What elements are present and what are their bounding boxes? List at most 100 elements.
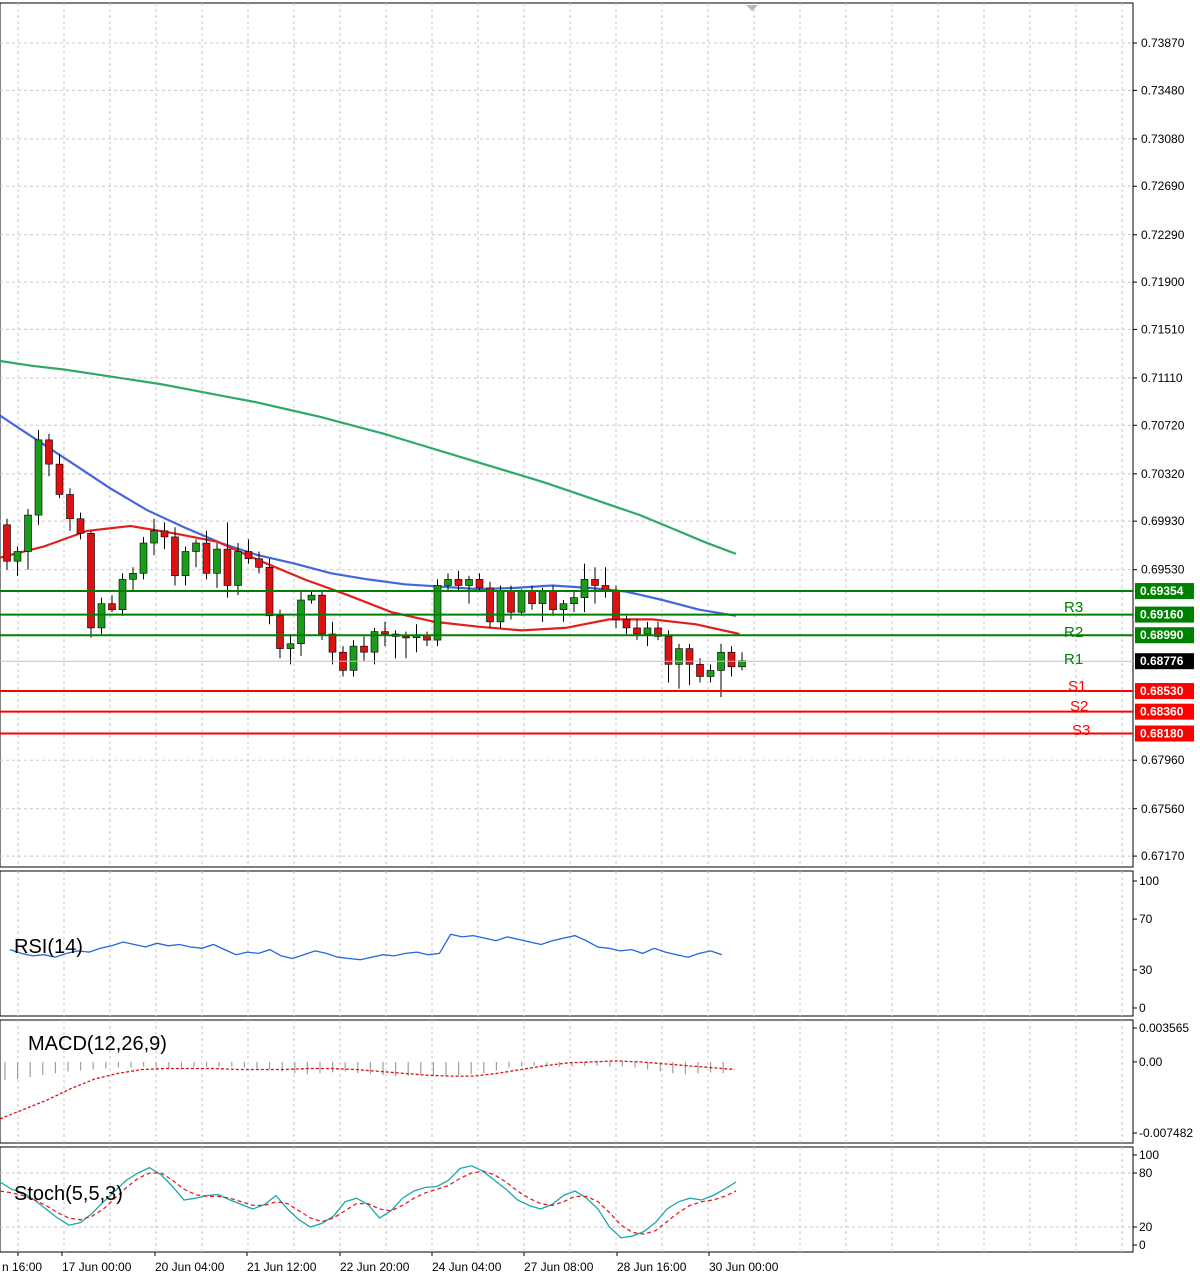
price-tick-label: 0.69930 <box>1141 514 1185 528</box>
level-price-box-s2 <box>1135 703 1194 720</box>
grid <box>0 3 1133 1252</box>
candle-bear <box>108 603 116 611</box>
level-price-box-r1 <box>1135 627 1194 644</box>
candle-bull <box>13 551 22 562</box>
candle-bear <box>45 439 53 465</box>
price-tick-label: 0.73870 <box>1141 36 1185 50</box>
time-tick-label: 22 Jun 20:00 <box>340 1260 410 1274</box>
price-tick-label: 0.71110 <box>1141 371 1183 385</box>
price-tick-label: 0.72690 <box>1141 179 1185 193</box>
macd-tick-label: -0.007482 <box>1139 1126 1193 1140</box>
candle-bull <box>118 579 127 611</box>
candle-bull <box>580 579 589 598</box>
candle-bear <box>276 615 284 649</box>
rsi-line <box>9 933 723 961</box>
candle-bull <box>307 594 316 601</box>
macd-signal-line <box>0 1060 735 1120</box>
time-tick-label: 28 Jun 16:00 <box>617 1260 687 1274</box>
time-axis: n 16:00 17 Jun 00:00 20 Jun 04:00 21 Jun 12… <box>2 1252 779 1274</box>
stoch-signal-line <box>0 1170 737 1235</box>
candle-bear <box>454 579 463 586</box>
candle-bull <box>496 591 505 623</box>
candle-bull <box>465 579 473 586</box>
macd-panel <box>0 1019 1134 1144</box>
level-price-box-s3 <box>1135 725 1194 742</box>
price-tick-label: 0.73080 <box>1141 132 1185 146</box>
stoch-indicator: 100 80 20 0 <box>0 1148 1159 1252</box>
rsi-tick-label: 0 <box>1139 1001 1146 1015</box>
candle-bull <box>129 573 137 580</box>
level-price-label-s3: 0.68180 <box>1140 727 1184 741</box>
candle-bear <box>244 551 253 560</box>
stoch-main-line <box>0 1165 737 1239</box>
candle-bull <box>192 542 200 552</box>
candle-bear <box>696 664 704 677</box>
price-tick-label: 0.67560 <box>1141 802 1185 816</box>
candle-bear <box>727 651 736 668</box>
level-price-box-r3 <box>1135 583 1194 600</box>
price-tick-label: 0.67170 <box>1141 849 1185 863</box>
level-tag-s2: S2 <box>1070 698 1088 715</box>
scroll-marker-icon[interactable] <box>746 5 758 11</box>
candle-bull <box>706 670 715 677</box>
candle-bear <box>3 524 11 562</box>
candle-bear <box>549 591 557 611</box>
candle-bull <box>181 551 190 577</box>
candle-bull <box>444 579 452 586</box>
level-price-label-s2: 0.68360 <box>1140 705 1184 719</box>
level-price-label-r3: 0.69354 <box>1140 584 1184 598</box>
pivot-levels: 0.69354 0.69160 0.68990 0.68530 0.68360 0.681… <box>0 583 1194 742</box>
candle-bear <box>402 636 410 639</box>
price-tick-label: 0.70720 <box>1141 418 1185 432</box>
candle-bear <box>528 591 536 604</box>
stoch-tick-label: 80 <box>1139 1166 1153 1180</box>
macd-tick-label: 0.00 <box>1139 1055 1163 1069</box>
candle-bear <box>507 591 515 613</box>
stoch-tick-label: 100 <box>1139 1148 1159 1162</box>
candle-bull <box>643 627 652 635</box>
time-tick-label: 24 Jun 04:00 <box>432 1260 502 1274</box>
price-tick-label: 0.72290 <box>1141 228 1185 242</box>
stoch-panel <box>0 1146 1134 1253</box>
level-tag-r3: R3 <box>1064 599 1083 616</box>
candle-bear <box>66 494 74 520</box>
candle-bear <box>475 579 484 589</box>
candle-bull <box>559 603 568 611</box>
candle-bear <box>622 619 631 629</box>
candle-bull <box>538 591 547 604</box>
current-price-box <box>1135 653 1194 670</box>
candle-bull <box>675 648 683 665</box>
candle-bear <box>171 536 179 577</box>
level-price-box-r2 <box>1135 606 1194 623</box>
candle-bear <box>664 636 673 665</box>
candle-bear <box>654 627 662 637</box>
candle-bear <box>591 579 599 586</box>
level-price-box-s1 <box>1135 683 1194 700</box>
level-tag-s1: S1 <box>1068 678 1086 695</box>
candle-bull <box>34 439 43 516</box>
candle-bear <box>223 548 232 586</box>
stoch-title: Stoch(5,5,3) <box>14 1183 123 1205</box>
candle-bear <box>685 648 694 665</box>
level-tag-s3: S3 <box>1072 722 1090 739</box>
candle-bear <box>486 587 494 623</box>
stoch-tick-label: 0 <box>1139 1238 1146 1252</box>
macd-indicator: 0.003565 0.00 -0.007482 <box>0 1021 1193 1140</box>
candle-bull <box>570 597 578 604</box>
price-tick-label: 0.71900 <box>1141 275 1185 289</box>
rsi-indicator: 100 70 30 0 <box>9 874 1159 1015</box>
level-tag-r2: R2 <box>1064 624 1083 641</box>
candle-bear <box>160 530 169 538</box>
candle-bull <box>234 551 242 586</box>
candle-bull <box>24 514 32 552</box>
rsi-tick-label: 70 <box>1139 912 1153 926</box>
candle-bull <box>433 585 442 641</box>
time-tick-label: 30 Jun 00:00 <box>709 1260 779 1274</box>
candle-bear <box>328 633 337 653</box>
candle-bear <box>255 558 263 568</box>
candle-bull <box>213 548 221 574</box>
price-tick-label: 0.71510 <box>1141 322 1185 336</box>
stoch-tick-label: 20 <box>1139 1220 1153 1234</box>
price-axis: 0.73870 0.73480 0.73080 0.72690 0.72290 0.719… <box>1133 36 1185 863</box>
